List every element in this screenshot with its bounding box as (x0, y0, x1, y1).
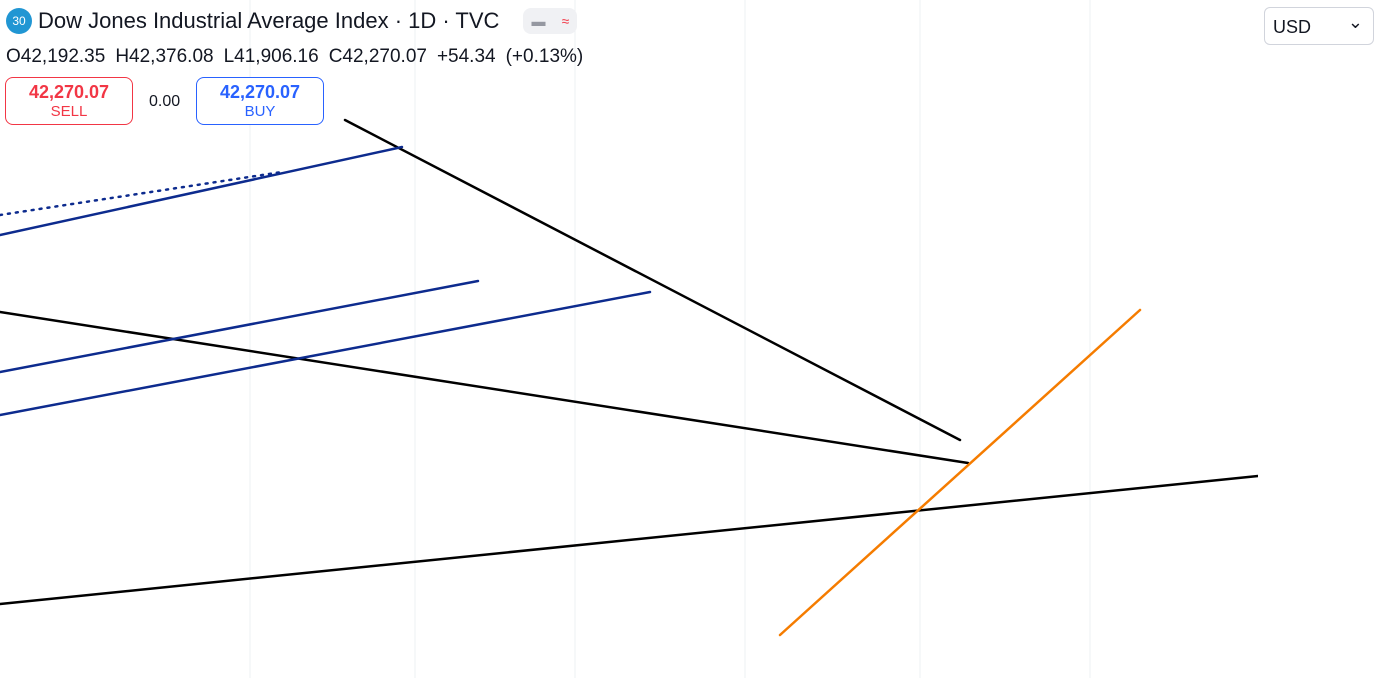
sell-button[interactable]: 42,270.07 SELL (5, 77, 133, 125)
ohlc-value: 42,376.08 (129, 46, 214, 67)
sell-label: SELL (50, 103, 88, 120)
ohlc-key: C (328, 46, 343, 67)
ohlc-value: 42,270.07 (342, 46, 427, 67)
currency-select[interactable]: USD (1264, 7, 1374, 45)
buy-button[interactable]: 42,270.07 BUY (196, 77, 324, 125)
trend-line (0, 474, 1260, 606)
change-pct: (+0.13%) (505, 46, 584, 67)
buy-price: 42,270.07 (219, 82, 301, 102)
channel-line (0, 290, 652, 417)
ohlc-key: L (223, 46, 235, 67)
ohlc-key: O (6, 46, 21, 67)
price-axis (1258, 0, 1386, 678)
channel-line (0, 279, 480, 374)
ohlc-item: H42,376.08 (115, 46, 213, 68)
trend-line (343, 118, 962, 442)
time-grid (249, 0, 1091, 678)
buy-label: BUY (244, 103, 276, 120)
ohlc-legend: O42,192.35 H42,376.08 L41,906.16 C42,270… (6, 46, 583, 68)
indicator-toggle[interactable]: ▬ ≈ (523, 8, 578, 34)
spread: 0.00 (149, 93, 181, 110)
ohlc-item: C42,270.07 (329, 46, 427, 68)
ohlc-value: 42,192.35 (20, 46, 106, 67)
symbol-badge: 30 (6, 8, 32, 34)
channel-line (0, 145, 404, 237)
trend-line (0, 310, 970, 465)
ohlc-value: 41,906.16 (234, 46, 319, 67)
ohlc-item: O42,192.35 (6, 46, 105, 68)
channel-line (0, 170, 284, 217)
ohlc-key: H (115, 46, 130, 67)
sell-price: 42,270.07 (28, 82, 110, 102)
trend-line (778, 308, 1142, 637)
symbol-title: Dow Jones Industrial Average Index · 1D … (38, 8, 500, 33)
change: +54.34 (436, 46, 496, 67)
header: 30 Dow Jones Industrial Average Index · … (6, 8, 578, 34)
ohlc-item: L41,906.16 (224, 46, 319, 68)
drawings (0, 118, 1260, 637)
